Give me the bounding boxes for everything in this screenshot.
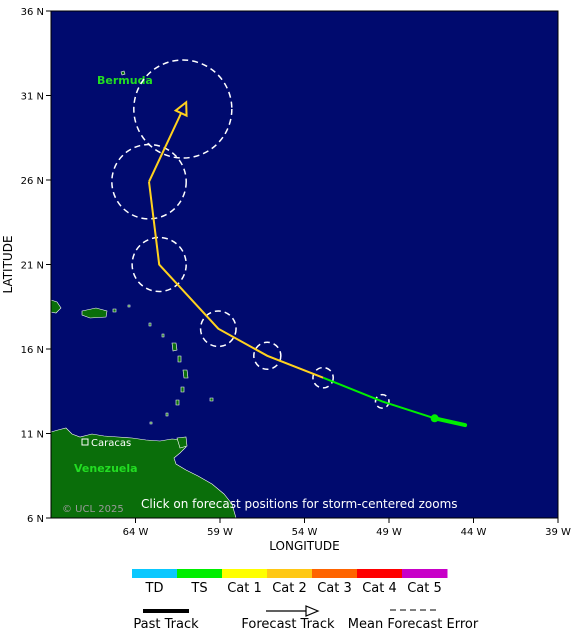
current-storm-position (430, 414, 439, 423)
puerto-rico-island (81, 307, 108, 319)
legend-forecast-track-label: Forecast Track (241, 617, 335, 632)
legend-color-swatch (357, 569, 403, 578)
y-tick-label: 21 N (21, 261, 44, 272)
forecast-position-zoom-target[interactable] (254, 342, 281, 369)
legend-category-label: Cat 2 (272, 581, 307, 596)
legend-category-label: Cat 1 (227, 581, 262, 596)
storm-tracks (148, 100, 468, 428)
forecast-error-circle (253, 341, 282, 371)
bermuda-label: Bermuda (97, 74, 153, 87)
legend: TD TS Cat 1 Cat 2 Cat 3 Cat 4 Cat 5 Past Track F… (132, 569, 479, 632)
y-tick-label: 6 N (27, 514, 44, 525)
legend-category-label: TD (145, 581, 164, 596)
trinidad-island (176, 436, 188, 449)
forecast-track-final-segment (148, 112, 183, 183)
legend-category-label: Cat 3 (317, 581, 352, 596)
forecast-position-zoom-target[interactable] (374, 393, 390, 409)
forecast-error-circles (111, 59, 390, 409)
forecast-error-circle (374, 393, 390, 409)
legend-color-swatch (312, 569, 358, 578)
caracas-marker (81, 438, 89, 446)
legend-color-swatch (177, 569, 223, 578)
legend-color-swatch (222, 569, 268, 578)
y-tick-label: 31 N (21, 92, 44, 103)
land-layer (50, 70, 237, 519)
y-tick-label: 16 N (21, 345, 44, 356)
x-tick-label: 39 W (545, 527, 571, 538)
x-axis-title: LONGITUDE (269, 539, 339, 553)
forecast-error-circle (133, 59, 233, 159)
forecast-track-cat1-segment (148, 181, 324, 379)
y-tick-label: 26 N (21, 176, 44, 187)
y-tick-label: 11 N (21, 430, 44, 441)
legend-color-swatch (267, 569, 313, 578)
copyright-text: © UCL 2025 (62, 504, 124, 515)
legend-category-label: Cat 5 (407, 581, 442, 596)
forecast-error-circle (131, 236, 187, 293)
legend-category-label: TS (190, 581, 207, 596)
x-tick-label: 44 W (461, 527, 487, 538)
legend-arrowhead-icon (305, 605, 320, 617)
map-axes: 64 W 59 W 54 W 49 W 44 W 39 W 36 N 31 N 26 N 21 N… (1, 7, 571, 553)
bermuda-island (120, 70, 126, 76)
forecast-position-zoom-target[interactable] (201, 311, 236, 346)
caracas-label: Caracas (91, 438, 131, 449)
y-tick-label: 36 N (21, 7, 44, 18)
legend-color-swatch (132, 569, 178, 578)
forecast-position-zoom-target[interactable] (132, 237, 186, 291)
venezuela-label: Venezuela (74, 462, 138, 475)
forecast-position-zoom-target[interactable] (313, 368, 333, 388)
x-tick-label: 59 W (207, 527, 233, 538)
y-axis-title: LATITUDE (1, 235, 15, 293)
forecast-arrowhead-icon (173, 100, 188, 118)
past-track-line (432, 416, 468, 428)
legend-category-label: Cat 4 (362, 581, 397, 596)
forecast-track-ts-segment (322, 376, 435, 420)
lesser-antilles (112, 304, 214, 425)
x-tick-label: 54 W (292, 527, 318, 538)
zoom-hint-text: Click on forecast positions for storm-ce… (141, 497, 458, 511)
forecast-positions (132, 60, 439, 423)
forecast-error-circle (199, 310, 237, 348)
legend-error-label: Mean Forecast Error (348, 617, 479, 632)
legend-past-track-label: Past Track (133, 617, 199, 632)
forecast-position-zoom-target[interactable] (134, 60, 232, 158)
legend-color-swatch (402, 569, 448, 578)
forecast-error-circle (312, 366, 334, 389)
x-tick-label: 49 W (376, 527, 402, 538)
x-tick-label: 64 W (123, 527, 149, 538)
ocean-background (51, 11, 558, 518)
